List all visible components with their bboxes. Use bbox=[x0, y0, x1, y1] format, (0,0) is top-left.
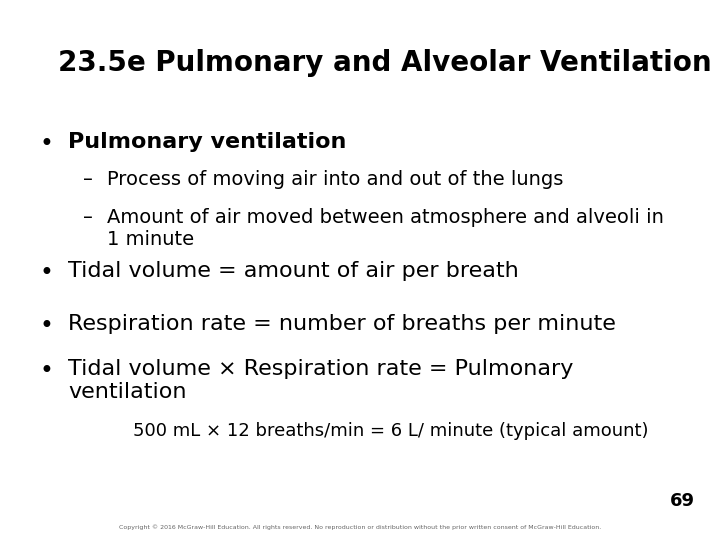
Text: •: • bbox=[40, 132, 53, 156]
Text: Tidal volume = amount of air per breath: Tidal volume = amount of air per breath bbox=[68, 261, 519, 281]
Text: –: – bbox=[83, 208, 93, 227]
Text: •: • bbox=[40, 314, 53, 338]
Text: 500 mL × 12 breaths/min = 6 L/ minute (typical amount): 500 mL × 12 breaths/min = 6 L/ minute (t… bbox=[133, 422, 649, 440]
Text: •: • bbox=[40, 261, 53, 285]
Text: Pulmonary ventilation: Pulmonary ventilation bbox=[68, 132, 347, 152]
Text: Process of moving air into and out of the lungs: Process of moving air into and out of th… bbox=[107, 170, 563, 189]
Text: Copyright © 2016 McGraw-Hill Education. All rights reserved. No reproduction or : Copyright © 2016 McGraw-Hill Education. … bbox=[119, 525, 601, 530]
Text: •: • bbox=[40, 359, 53, 383]
Text: Respiration rate = number of breaths per minute: Respiration rate = number of breaths per… bbox=[68, 314, 616, 334]
Text: Tidal volume × Respiration rate = Pulmonary
ventilation: Tidal volume × Respiration rate = Pulmon… bbox=[68, 359, 574, 402]
Text: Amount of air moved between atmosphere and alveoli in
1 minute: Amount of air moved between atmosphere a… bbox=[107, 208, 663, 249]
Text: –: – bbox=[83, 170, 93, 189]
Text: 23.5e Pulmonary and Alveolar Ventilation: 23.5e Pulmonary and Alveolar Ventilation bbox=[58, 49, 711, 77]
Text: 69: 69 bbox=[670, 492, 695, 510]
